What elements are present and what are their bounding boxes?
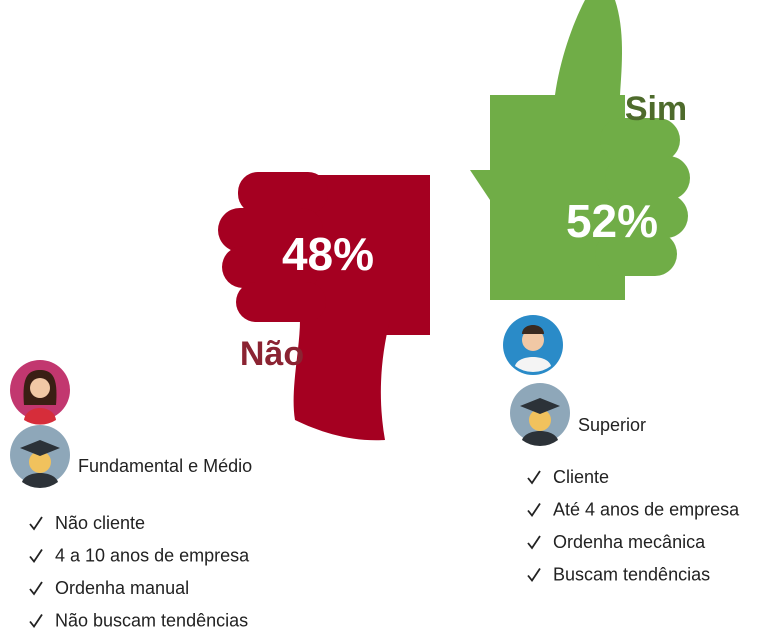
check-mark — [30, 615, 42, 627]
list-item: Ordenha mecânica — [553, 532, 706, 552]
infographic: 48% 52% Não Sim Fundamental e Médio Supe… — [0, 0, 783, 630]
list-item: Buscam tendências — [553, 564, 710, 584]
check-mark — [528, 471, 540, 483]
thumbs-up — [470, 0, 690, 300]
education: Fundamental e Médio — [78, 456, 252, 476]
list-item: Não cliente — [55, 513, 145, 533]
education: Superior — [578, 415, 646, 435]
percent: 52% — [566, 195, 658, 247]
avatar-man — [503, 315, 563, 375]
check-mark — [528, 569, 540, 581]
label: Sim — [625, 90, 687, 128]
list-item: 4 a 10 anos de empresa — [55, 545, 250, 565]
thumbs-down — [218, 172, 430, 440]
check-mark — [30, 582, 42, 594]
list-item: Ordenha manual — [55, 578, 189, 598]
list-item: Não buscam tendências — [55, 610, 248, 630]
check-mark — [30, 517, 42, 529]
check-mark — [30, 550, 42, 562]
check-mark — [528, 504, 540, 516]
avatar-woman — [10, 360, 70, 425]
list-item: Cliente — [553, 467, 609, 487]
label: Não — [240, 335, 304, 373]
avatar-graduate — [510, 383, 570, 446]
list-item: Até 4 anos de empresa — [553, 499, 740, 519]
percent: 48% — [282, 228, 374, 280]
avatar-graduate — [10, 425, 70, 488]
check-mark — [528, 536, 540, 548]
